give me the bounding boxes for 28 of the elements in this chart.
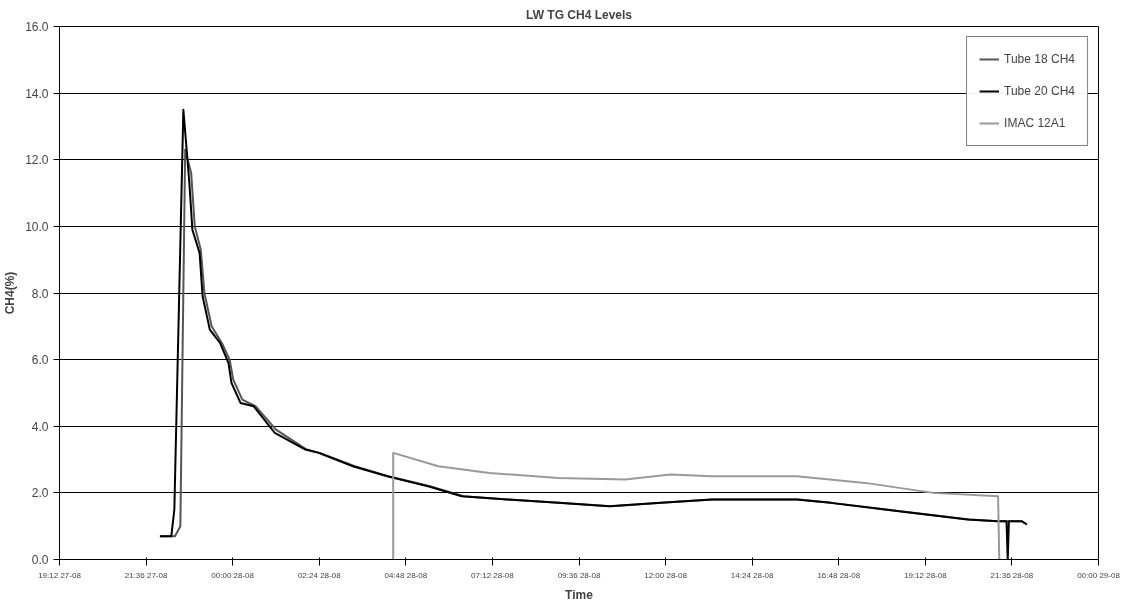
y-tick-label: 10.0 (25, 219, 49, 234)
x-tick-label: 07:12 28-08 (471, 570, 515, 580)
x-tick-label: 19:12 27-08 (38, 570, 82, 580)
y-tick-label: 4.0 (31, 419, 49, 434)
y-axis-title: CH4(%) (3, 271, 18, 315)
x-tick-label: 09:36 28-08 (557, 570, 601, 580)
x-tick-label: 14:24 28-08 (730, 570, 775, 580)
x-tick-label: 16:48 28-08 (817, 570, 861, 580)
y-tick-label: 8.0 (31, 286, 49, 301)
chart-title: LW TG CH4 Levels (525, 7, 633, 22)
legend-label: Tube 20 CH4 (1004, 84, 1075, 98)
x-tick-label: 00:00 29-08 (1077, 570, 1121, 580)
y-tick-label: 16.0 (25, 20, 49, 34)
x-tick-label: 21:36 27-08 (124, 570, 168, 580)
x-tick-label: 04:48 28-08 (384, 570, 428, 580)
y-tick-label: 2.0 (31, 486, 49, 501)
y-tick-label: 6.0 (31, 353, 49, 368)
legend-label: Tube 18 CH4 (1004, 52, 1075, 66)
y-tick-label: 12.0 (25, 153, 49, 168)
x-axis-title: Time (565, 587, 594, 602)
x-tick-label: 21:36 28-08 (990, 570, 1034, 580)
x-tick-label: 19:12 28-08 (903, 570, 948, 580)
legend-label: IMAC 12A1 (1004, 116, 1066, 130)
x-tick-label: 00:00 28-08 (211, 570, 255, 580)
x-tick-label: 12:00 28-08 (644, 570, 688, 580)
y-tick-label: 0.0 (31, 553, 49, 567)
y-tick-label: 14.0 (25, 86, 49, 101)
x-tick-label: 02:24 28-08 (297, 570, 342, 580)
